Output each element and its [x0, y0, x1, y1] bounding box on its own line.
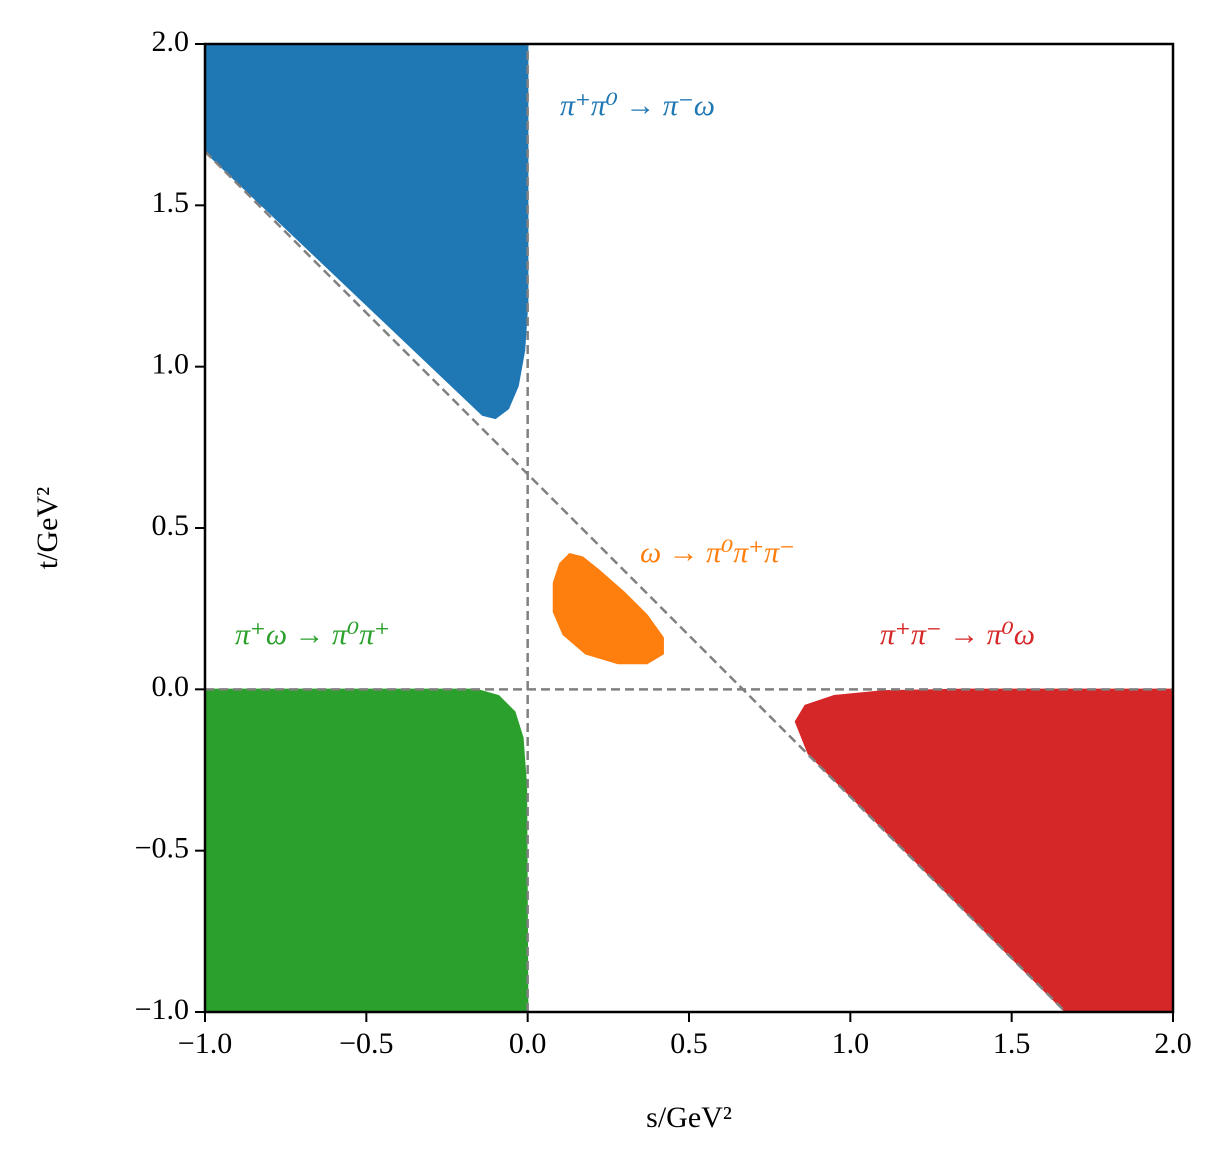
region: [552, 552, 664, 665]
x-tick-label: 1.0: [832, 1027, 870, 1060]
y-axis-label: t/GeV²: [31, 487, 64, 569]
region-label: π⁺ω → π⁰π⁺: [235, 618, 390, 651]
region: [794, 688, 1174, 1013]
region-label: ω → π⁰π⁺π⁻: [640, 536, 795, 569]
x-axis-label: s/GeV²: [646, 1101, 732, 1134]
y-tick-label: 1.5: [152, 186, 190, 219]
x-tick-label: 0.5: [670, 1027, 708, 1060]
x-tick-label: 2.0: [1154, 1027, 1192, 1060]
region-label: π⁺π⁰ → π⁻ω: [560, 89, 715, 122]
y-tick-label: −0.5: [135, 832, 189, 865]
x-tick-label: 0.0: [509, 1027, 547, 1060]
reference-line: [204, 150, 1067, 1013]
region-label: π⁺π⁻ → π⁰ω: [880, 618, 1035, 651]
y-tick-label: 0.0: [152, 670, 190, 703]
y-tick-label: −1.0: [135, 993, 189, 1026]
x-tick-label: −0.5: [339, 1027, 393, 1060]
region: [204, 43, 529, 420]
x-tick-label: −1.0: [178, 1027, 232, 1060]
y-tick-label: 1.0: [152, 348, 190, 381]
y-tick-label: 2.0: [152, 25, 190, 58]
x-tick-label: 1.5: [993, 1027, 1031, 1060]
region: [204, 688, 529, 1013]
y-tick-label: 0.5: [152, 509, 190, 542]
